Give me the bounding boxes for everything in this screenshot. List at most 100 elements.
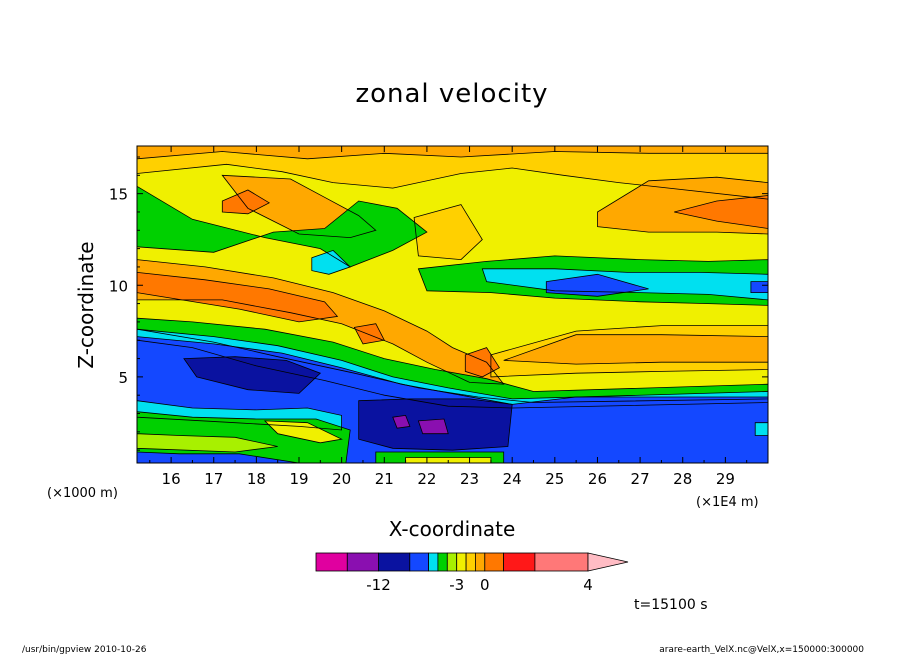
contour-lower-left-green-band — [137, 411, 351, 463]
colorbar-label: -3 — [449, 576, 464, 594]
contour-right-blue-spot — [750, 281, 768, 294]
colorbar-label: 4 — [583, 576, 593, 594]
region-bottom-purple-spot-b — [418, 419, 449, 434]
region-center-dark-orange-cell — [354, 323, 385, 344]
contour-bottom-purple-spot-a — [392, 414, 411, 429]
footer-left: /usr/bin/gpview 2010-10-26 — [22, 645, 147, 654]
contour-right-orange-core — [503, 334, 768, 365]
region-right-edge-cyan — [755, 422, 768, 436]
contour-bottom-purple-spot-b — [417, 418, 449, 435]
region-left-dark-orange-band — [137, 272, 338, 322]
y-tick-label: 5 — [118, 369, 128, 387]
x-unit-label: (×1E4 m) — [696, 495, 759, 510]
contour-left-orange-band — [137, 259, 505, 385]
colorbar-swatch — [446, 552, 458, 572]
contour-top-light-orange — [137, 146, 768, 200]
x-tick-label: 23 — [460, 470, 479, 488]
y-axis-ticks: 5 10 15 — [109, 156, 768, 451]
contour-right-blue-lens — [545, 273, 649, 297]
region-lower-green-band — [137, 318, 768, 403]
region-center-orange-patch — [414, 204, 483, 260]
colorbar-swatch — [503, 552, 536, 572]
x-tick-label: 20 — [332, 470, 351, 488]
colorbar-label: 0 — [480, 576, 490, 594]
contour-central-left-orange — [221, 174, 377, 239]
x-tick-label: 29 — [716, 470, 735, 488]
colorbar-swatch — [346, 552, 379, 572]
region-top-orange — [137, 146, 768, 159]
contour-right-green-band — [417, 255, 768, 306]
region-lower-left-yellow-patch — [264, 420, 342, 443]
colorbar-swatch — [378, 552, 411, 572]
region-upper-green-band — [137, 186, 427, 267]
y-axis-label: Z-coordinate — [74, 241, 98, 368]
contour-right-upper-orange — [597, 176, 768, 235]
colorbar-label: -12 — [366, 576, 391, 594]
colorbar-swatch — [465, 552, 476, 572]
x-tick-label: 24 — [503, 470, 522, 488]
contour-center-orange-patch — [413, 204, 483, 261]
region-bottom-light-yellow — [137, 433, 278, 452]
contour-regions — [137, 146, 768, 463]
x-tick-label: 17 — [204, 470, 223, 488]
x-axis-label: X-coordinate — [389, 517, 516, 541]
colorbar — [315, 552, 629, 572]
colorbar-extend-arrow — [587, 552, 629, 572]
contour-right-orange-wedge — [490, 325, 768, 378]
region-bottom-purple-spot-a — [392, 415, 410, 429]
x-tick-label: 22 — [417, 470, 436, 488]
region-right-core-dark-orange — [674, 195, 768, 229]
contour-lower-green-band — [137, 317, 768, 403]
x-tick-label: 21 — [375, 470, 394, 488]
region-right-orange-core — [503, 334, 768, 365]
colorbar-swatch — [437, 552, 448, 572]
contour-lines — [137, 146, 768, 463]
plot-frame — [136, 145, 769, 464]
contour-lower-left-cyan-band — [137, 400, 343, 431]
x-tick-label: 18 — [247, 470, 266, 488]
x-tick-label: 16 — [162, 470, 181, 488]
y-tick-label: 15 — [109, 186, 128, 204]
contour-upper-cyan-spots — [311, 249, 351, 275]
contour-right-core-dark-orange — [674, 195, 768, 229]
x-tick-label: 19 — [289, 470, 308, 488]
contour-bottom-dark-blue-cell — [358, 398, 513, 451]
x-tick-label: 25 — [545, 470, 564, 488]
colorbar-swatch — [428, 552, 439, 572]
time-label: t=15100 s — [634, 597, 708, 613]
colorbar-swatch — [474, 552, 486, 572]
colorbar-swatch — [409, 552, 429, 572]
contour-right-cyan-band — [481, 268, 768, 301]
x-axis-ticks: 16 17 18 19 20 21 22 23 24 25 26 27 28 29 — [149, 146, 748, 488]
colorbar-swatch — [456, 552, 467, 572]
colorbar-swatch — [484, 552, 504, 572]
region-top-light-orange — [137, 146, 768, 200]
contour-bottom-center-green — [375, 451, 505, 463]
contour-lower-cyan-band — [137, 328, 768, 409]
colorbar-swatch — [315, 552, 348, 572]
contour-upper-left-orange-cell — [221, 189, 271, 215]
contour-right-edge-cyan — [754, 422, 768, 436]
chart-title: zonal velocity — [355, 79, 548, 109]
contour-upper-green-band — [137, 185, 428, 268]
region-left-dark-blue-lens — [183, 356, 321, 394]
region-right-blue-spot — [750, 281, 768, 293]
contour-center-dark-orange-cell — [353, 323, 385, 345]
contour-main-blue-layer — [137, 336, 768, 463]
contour-bottom-light-yellow — [137, 433, 278, 453]
contour-lower-left-yellow-patch — [263, 420, 343, 444]
colorbar-labels: -12 -3 0 4 — [366, 576, 593, 594]
y-unit-label: (×1000 m) — [47, 486, 118, 501]
contour-top-orange — [137, 146, 768, 160]
contour-mid-right-dark-orange-cell — [464, 347, 500, 378]
region-upper-cyan-spots — [311, 250, 351, 275]
x-tick-label: 28 — [673, 470, 692, 488]
colorbar-swatch — [534, 552, 589, 572]
contour-left-dark-orange-band — [137, 271, 339, 323]
x-tick-label: 26 — [588, 470, 607, 488]
footer-right: arare-earth_VelX.nc@VelX,x=150000:300000 — [659, 645, 864, 654]
x-tick-label: 27 — [631, 470, 650, 488]
contour-left-dark-blue-lens — [183, 356, 322, 394]
y-tick-label: 10 — [109, 277, 128, 295]
